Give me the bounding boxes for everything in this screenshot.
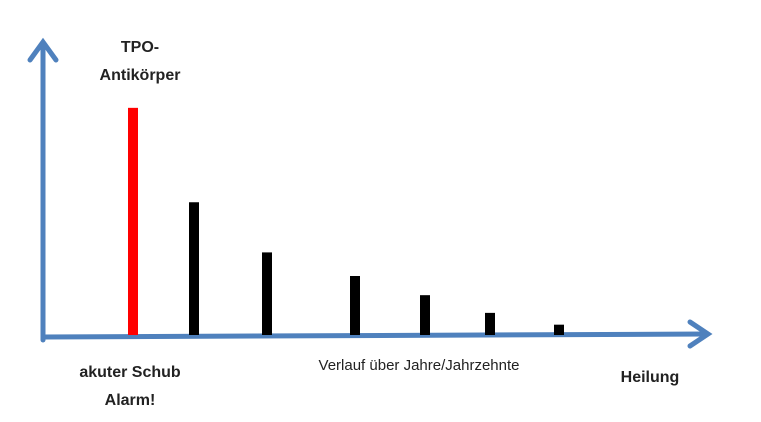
annotation: akuter Schub <box>79 364 181 381</box>
annotation: TPO- <box>121 39 159 56</box>
bar <box>554 324 564 335</box>
x-axis-arrow <box>687 319 713 349</box>
bar <box>189 202 199 335</box>
annotation: Heilung <box>621 369 680 386</box>
x-axis-label: Verlauf über Jahre/Jahrzehnte <box>319 357 520 374</box>
bar <box>262 252 272 335</box>
bar <box>420 295 430 335</box>
bar <box>350 276 360 335</box>
y-axis-arrow <box>27 37 59 63</box>
annotation: Alarm! <box>105 392 156 409</box>
annotation: Antikörper <box>100 67 181 84</box>
bar <box>485 312 495 335</box>
bar <box>128 107 138 335</box>
axes <box>27 37 713 349</box>
x-axis <box>40 331 709 340</box>
